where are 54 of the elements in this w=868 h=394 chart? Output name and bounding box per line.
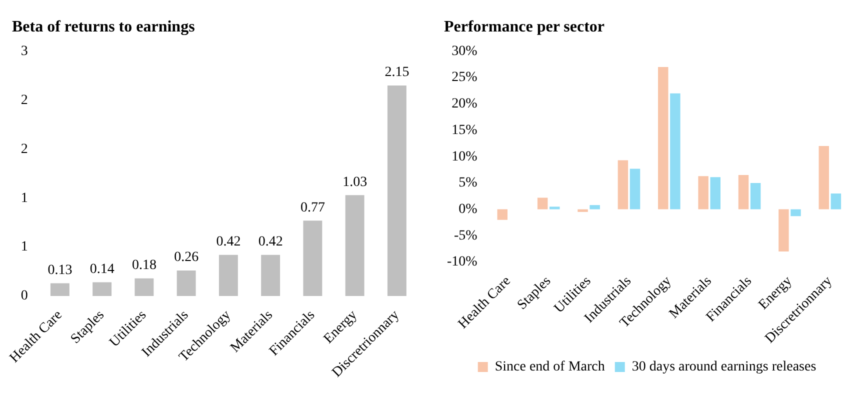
y-tick-label: 30% (452, 44, 478, 59)
y-tick-label: 1 (20, 240, 28, 255)
y-tick-label: 3 (20, 44, 28, 59)
bar (590, 205, 600, 210)
bar (698, 176, 708, 210)
data-label: 0.13 (48, 262, 72, 278)
data-label: 0.26 (174, 250, 199, 266)
bar (578, 209, 588, 212)
bar (134, 278, 154, 296)
data-label: 0.14 (90, 262, 114, 277)
y-tick-label: 20% (452, 96, 478, 112)
data-label: 2.15 (384, 65, 410, 80)
chart-title: Performance per sector (444, 18, 605, 36)
y-tick-label: 0 (20, 288, 28, 304)
data-label: 1.03 (342, 174, 368, 190)
y-tick-label: -5% (454, 228, 478, 244)
bar (818, 146, 830, 210)
bar (92, 282, 112, 296)
data-label: 0.18 (132, 258, 156, 274)
bar (261, 254, 280, 296)
bar (537, 198, 548, 210)
chart-title: Beta of returns to earnings (12, 18, 195, 36)
bar (387, 85, 406, 296)
bar (670, 93, 680, 210)
y-tick-label: 15% (452, 122, 478, 138)
y-tick-label: -10% (446, 254, 478, 270)
data-label: 0.42 (258, 234, 283, 250)
bar (710, 177, 720, 210)
bar (176, 270, 196, 296)
data-label: 0.42 (216, 234, 241, 250)
y-tick-label: 10% (452, 149, 478, 164)
bar (550, 206, 560, 210)
bar (618, 160, 628, 210)
y-tick-label: 2 (20, 142, 28, 157)
y-tick-label: 1 (20, 190, 28, 206)
bar (738, 175, 749, 210)
y-tick-label: 2 (20, 92, 28, 108)
legend-label: Since end of March (494, 360, 605, 375)
bar (497, 209, 508, 220)
legend-label: 30 days around earnings releases (632, 360, 816, 375)
bar (658, 67, 668, 210)
bar (778, 209, 789, 252)
bar (830, 193, 842, 210)
bar (303, 220, 322, 296)
bar (790, 209, 801, 216)
y-tick-label: 25% (452, 70, 478, 86)
bar (345, 195, 364, 296)
y-tick-label: 0% (458, 202, 478, 217)
data-label: 0.77 (300, 200, 325, 216)
bar (218, 254, 238, 296)
bar (630, 168, 640, 210)
y-tick-label: 5% (458, 176, 478, 191)
bar (750, 182, 761, 210)
bar (50, 283, 70, 296)
